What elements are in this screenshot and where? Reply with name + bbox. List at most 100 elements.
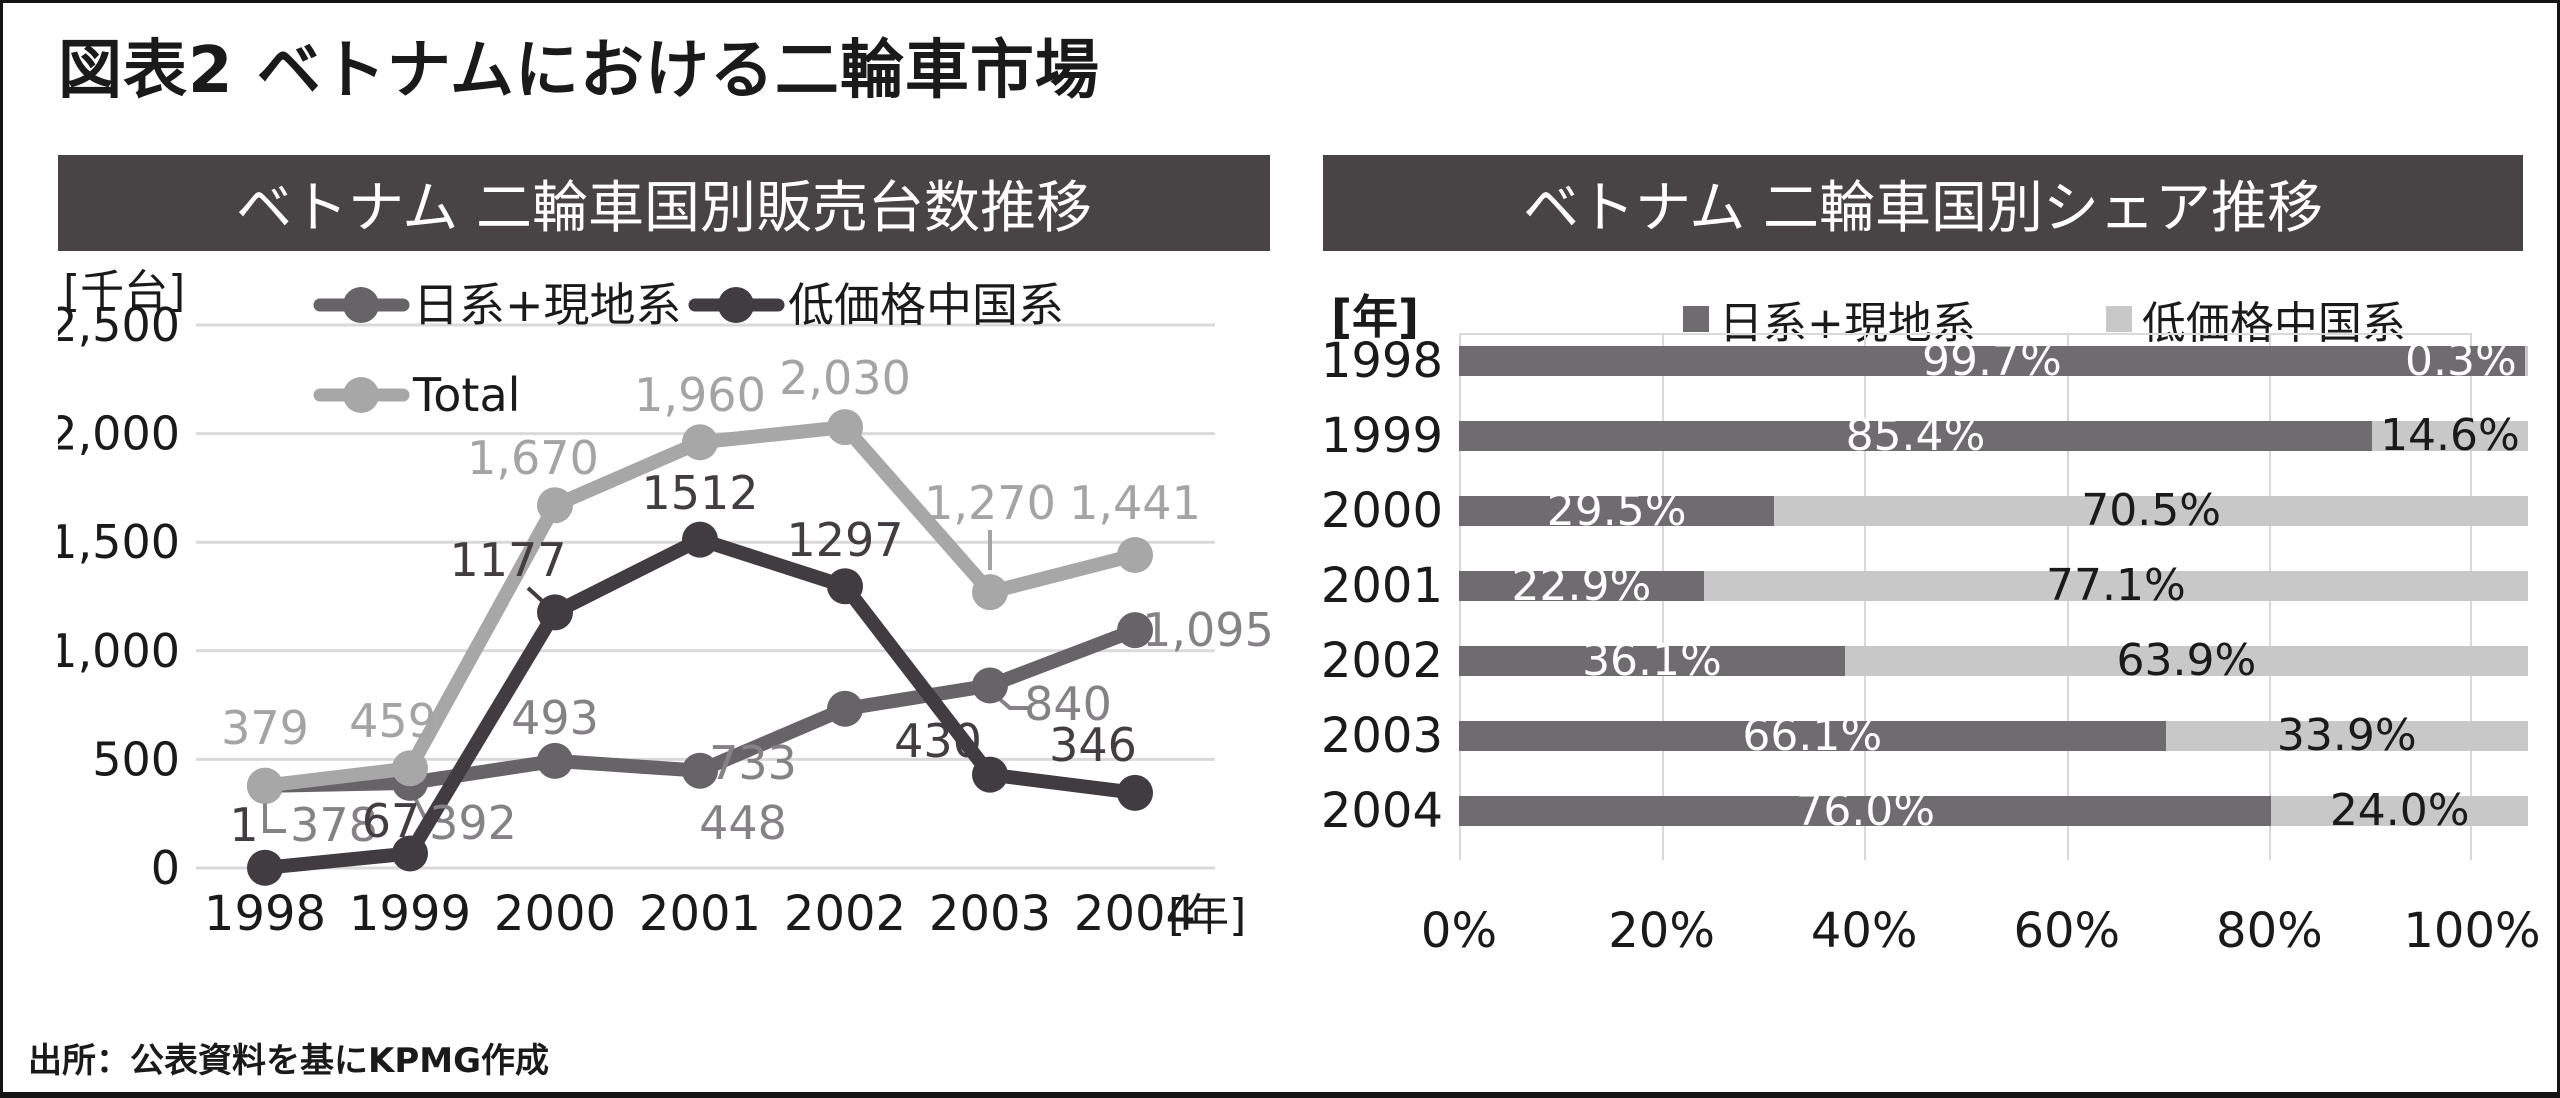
data-label: 459	[349, 694, 437, 748]
series-point	[682, 521, 718, 558]
row-year-label: 2001	[1320, 558, 1443, 614]
bar-value-label: 22.9%	[1511, 560, 1652, 611]
sales-line-chart: 0 500 1,000 1,500 2,000 2,500[千台] 1998 1999 2000…	[58, 266, 1270, 942]
x-axis-tick: 60%	[2013, 903, 2121, 959]
y-axis-tick: 2,000	[58, 407, 180, 461]
series-point	[537, 487, 573, 524]
bar-value-label: 66.1%	[1742, 710, 1883, 761]
x-axis-tick: 100%	[2403, 903, 2541, 959]
row-year-label: 2003	[1320, 708, 1443, 764]
data-label: 392	[429, 796, 517, 850]
series-point	[392, 750, 428, 787]
share-bar-row: 2001 22.9% 77.1%	[1320, 558, 2528, 614]
series-point	[827, 690, 863, 727]
bar-value-label: 14.6%	[2380, 410, 2520, 461]
source-note: 出所：公表資料を基にKPMG作成	[28, 1041, 550, 1081]
x-axis-tick: 2000	[494, 886, 616, 942]
stacked-bar: 29.5% 70.5%	[1459, 485, 2528, 536]
share-bar-row: 1999 85.4% 14.6%	[1321, 410, 2528, 461]
series-point	[682, 752, 718, 789]
x-axis-tick: 2002	[784, 886, 906, 942]
series-point	[392, 835, 428, 872]
stacked-bar: 66.1% 33.9%	[1459, 710, 2528, 761]
y-axis-tick: 1,500	[58, 515, 180, 569]
bar-segment-china: 14.6%	[2371, 410, 2528, 461]
data-label: 1177	[449, 533, 566, 587]
share-bar-row: 2002 36.1% 63.9%	[1320, 633, 2528, 689]
share-bar-row: 2000 29.5% 70.5%	[1320, 483, 2528, 539]
bar-value-label: 77.1%	[2046, 560, 2186, 611]
x-axis-tick: 80%	[2216, 903, 2323, 959]
y-axis-unit-label: [千台]	[63, 266, 185, 317]
data-label: 430	[894, 714, 982, 768]
legend-dot-marker	[718, 287, 754, 323]
legend-label: 日系+現地系	[413, 278, 682, 332]
series-point	[1117, 774, 1153, 811]
bar-value-label: 99.7%	[1922, 335, 2062, 386]
bar-segment-china: 77.1%	[1703, 560, 2528, 611]
data-label: 1,670	[467, 431, 599, 485]
bar-segment-japan-local: 76.0%	[1459, 785, 2272, 836]
data-label: 733	[709, 736, 797, 790]
x-axis-unit-label: [年]	[1168, 890, 1246, 941]
series-point	[972, 574, 1008, 611]
data-label: 1,095	[1142, 603, 1270, 657]
bar-segment-japan-local: 29.5%	[1459, 485, 1775, 536]
data-label: 67	[362, 794, 421, 848]
bar-value-label: 29.5%	[1546, 485, 1687, 536]
series-point	[1117, 537, 1153, 574]
bar-value-label: 85.4%	[1845, 410, 1986, 461]
data-label: 1297	[786, 513, 903, 567]
legend-label: 低価格中国系	[2141, 298, 2406, 349]
x-axis-tick: 2001	[639, 886, 761, 942]
stacked-bar: 85.4% 14.6%	[1459, 410, 2528, 461]
bar-segment-china: 33.9%	[2165, 714, 2528, 758]
stacked-bar: 36.1% 63.9%	[1459, 635, 2528, 686]
bar-segment-japan-local: 66.1%	[1459, 710, 2166, 761]
y-axis-tick: 0	[151, 841, 180, 895]
bar-value-label: 76.0%	[1795, 785, 1936, 836]
series-point	[972, 756, 1008, 793]
data-label: 840	[1024, 677, 1112, 731]
bar-value-label: 0.3%	[2404, 335, 2517, 386]
sales-chart-title: ベトナム 二輪車国別販売台数推移	[58, 155, 1270, 251]
legend-label: 低価格中国系	[788, 278, 1064, 332]
label-leader-line	[263, 803, 286, 833]
series-point	[537, 742, 573, 779]
series-point	[827, 568, 863, 605]
data-label: 1,270	[924, 476, 1056, 530]
row-year-label: 2000	[1320, 483, 1443, 539]
x-axis-tick: 1999	[349, 886, 471, 942]
share-chart-title: ベトナム 二輪車国別シェア推移	[1323, 155, 2523, 251]
bar-segment-japan-local: 22.9%	[1459, 560, 1704, 611]
row-year-label: 2002	[1320, 633, 1443, 689]
x-axis-tick: 2004	[1074, 886, 1196, 942]
data-label: 493	[511, 691, 599, 745]
x-axis-tick: 1998	[204, 886, 326, 942]
y-axis-tick: 500	[92, 732, 180, 786]
data-label: 1512	[641, 466, 758, 520]
legend-label: 日系+現地系	[1719, 298, 1976, 349]
bar-segment-japan-local: 85.4%	[1459, 410, 2372, 461]
data-label: 1,441	[1069, 476, 1201, 530]
stacked-bar: 99.7% 0.3%	[1459, 335, 2528, 386]
bar-value-label: 63.9%	[2116, 635, 2257, 686]
bar-segment-china: 63.9%	[1844, 635, 2528, 686]
share-bar-row: 2004 76.0% 24.0%	[1321, 785, 2528, 836]
series-point	[1117, 612, 1153, 649]
series-point	[682, 424, 718, 461]
x-axis-tick: 20%	[1608, 903, 1715, 959]
series-point	[827, 409, 863, 446]
bar-segment-japan-local: 99.7% 0.3%	[1459, 335, 2525, 386]
legend-label: Total	[412, 368, 520, 422]
x-axis-tick: 0%	[1420, 903, 1498, 959]
row-year-label: 1998	[1320, 333, 1443, 389]
legend-dot-marker	[343, 377, 379, 413]
data-label: 378	[290, 798, 378, 852]
bar-value-label: 70.5%	[2081, 485, 2222, 536]
bar-segment-china: 24.0%	[2271, 789, 2528, 833]
bar-segment-china	[2524, 346, 2528, 376]
share-bar-row: 1998 99.7% 0.3%	[1320, 333, 2528, 389]
data-label: 1	[229, 798, 258, 852]
